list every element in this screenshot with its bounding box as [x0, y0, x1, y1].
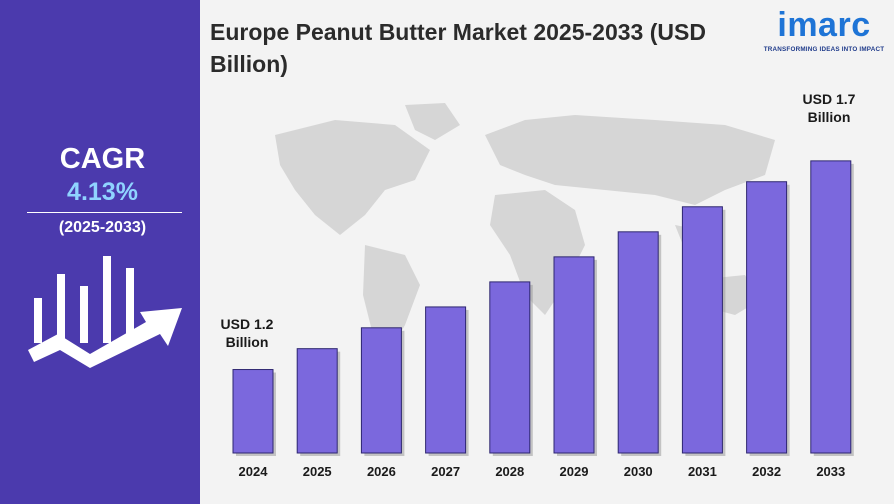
- cagr-panel: [0, 0, 200, 504]
- bar-2027: [425, 306, 469, 456]
- cagr-divider: [27, 212, 182, 213]
- x-tick-label: 2032: [752, 464, 781, 479]
- chart-title: Europe Peanut Butter Market 2025-2033 (U…: [210, 19, 706, 77]
- cagr-label: CAGR: [59, 143, 146, 175]
- x-tick-label: 2031: [688, 464, 717, 479]
- bar-2032: [746, 181, 790, 456]
- x-tick-label: 2027: [431, 464, 460, 479]
- bar-2030: [617, 231, 662, 456]
- cagr-value: 4.13%: [67, 178, 138, 206]
- x-tick-label: 2028: [495, 464, 524, 479]
- bar-2024: [232, 369, 276, 456]
- bar-2028: [489, 281, 533, 456]
- bar-2029: [553, 256, 597, 456]
- bar-2031: [681, 206, 726, 456]
- x-tick-label: 2024: [239, 464, 269, 479]
- logo-tagline: TRANSFORMING IDEAS INTO IMPACT: [763, 46, 885, 53]
- bar-2026: [360, 327, 405, 456]
- last-value-annotation: USD 1.7 Billion: [802, 91, 856, 125]
- x-tick-label: 2026: [367, 464, 396, 479]
- x-tick-label: 2030: [624, 464, 653, 479]
- cagr-period: (2025-2033): [58, 219, 147, 236]
- x-tick-label: 2029: [560, 464, 589, 479]
- bar-2025: [296, 348, 341, 456]
- bar-2033: [810, 160, 854, 456]
- logo-wordmark: imarc: [777, 6, 871, 44]
- x-tick-label: 2033: [816, 464, 845, 479]
- x-tick-label: 2025: [303, 464, 332, 479]
- first-value-annotation: USD 1.2 Billion: [220, 316, 274, 350]
- growth-chart-icon: [28, 256, 182, 368]
- imarc-logo: imarc TRANSFORMING IDEAS INTO IMPACT: [762, 6, 886, 58]
